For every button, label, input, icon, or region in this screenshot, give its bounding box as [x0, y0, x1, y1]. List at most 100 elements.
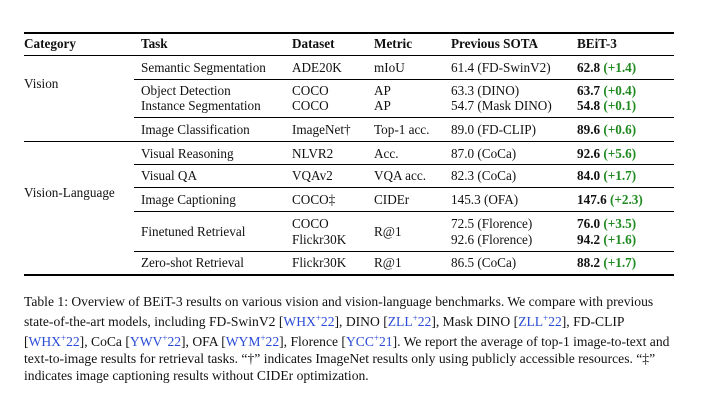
- citation-link[interactable]: WYM+22: [225, 333, 280, 350]
- beit-score: 92.6: [577, 146, 601, 161]
- citation-link[interactable]: YWV+22: [129, 333, 182, 350]
- row-rule: [134, 211, 674, 212]
- task-cell: Object Detection: [141, 83, 231, 98]
- sota-cell: 54.7 (Mask DINO): [451, 98, 552, 113]
- dataset-cell: VQAv2: [292, 168, 333, 183]
- header-previous-sota: Previous SOTA: [451, 36, 539, 51]
- caption-text: ], CoCa [: [79, 334, 130, 350]
- beit-gain: (+0.6): [603, 122, 637, 137]
- beit-gain: (+1.6): [603, 232, 637, 247]
- metric-cell: AP: [374, 83, 391, 98]
- caption-text: ], Mask DINO [: [431, 314, 519, 330]
- row-rule: [134, 164, 674, 165]
- beit-score: 62.8: [577, 60, 601, 75]
- header-metric: Metric: [374, 36, 413, 51]
- beit-gain: (+1.7): [603, 255, 637, 270]
- beit-gain: (+0.1): [603, 98, 637, 113]
- metric-cell: mIoU: [374, 60, 405, 75]
- beit-score: 54.8: [577, 98, 601, 113]
- dataset-cell: Flickr30K: [292, 232, 347, 247]
- metric-cell: R@1: [374, 255, 402, 270]
- caption-text: ], Florence [: [279, 334, 346, 350]
- category-vision-language: Vision-Language: [24, 185, 115, 200]
- sota-cell: 145.3 (OFA): [451, 192, 519, 207]
- beit-gain: (+3.5): [603, 216, 637, 231]
- beit-gain: (+2.3): [609, 192, 643, 207]
- citation-link[interactable]: WHX+22: [28, 333, 80, 350]
- section-rule: [24, 141, 674, 142]
- header-beit3: BEiT-3: [577, 36, 617, 51]
- dataset-cell: ImageNet†: [292, 122, 351, 137]
- metric-cell: Acc.: [374, 146, 399, 161]
- metric-cell: Top-1 acc.: [374, 122, 430, 137]
- metric-cell: R@1: [374, 224, 402, 239]
- metric-cell: VQA acc.: [374, 168, 426, 183]
- beit-cell: 54.8 (+0.1): [577, 99, 636, 113]
- dataset-cell: ADE20K: [292, 60, 342, 75]
- task-cell: Image Captioning: [141, 192, 236, 207]
- metric-cell: AP: [374, 98, 391, 113]
- task-cell: Semantic Segmentation: [141, 60, 266, 75]
- beit-gain: (+1.4): [603, 60, 637, 75]
- beit-cell: 147.6 (+2.3): [577, 193, 643, 207]
- top-rule: [24, 32, 674, 34]
- beit-cell: 89.6 (+0.6): [577, 123, 636, 137]
- task-cell: Visual Reasoning: [141, 146, 234, 161]
- beit-cell: 88.2 (+1.7): [577, 256, 636, 270]
- row-rule: [134, 79, 674, 80]
- beit-score: 94.2: [577, 232, 601, 247]
- task-cell: Visual QA: [141, 168, 197, 183]
- dataset-cell: COCO: [292, 83, 329, 98]
- sota-cell: 89.0 (FD-CLIP): [451, 122, 536, 137]
- beit-score: 63.7: [577, 83, 601, 98]
- beit-score: 88.2: [577, 255, 601, 270]
- sota-cell: 82.3 (CoCa): [451, 168, 517, 183]
- sota-cell: 86.5 (CoCa): [451, 255, 517, 270]
- beit-cell: 63.7 (+0.4): [577, 84, 636, 98]
- metric-cell: CIDEr: [374, 192, 410, 207]
- sota-cell: 72.5 (Florence): [451, 216, 533, 231]
- category-vision: Vision: [24, 76, 59, 91]
- row-rule: [134, 251, 674, 252]
- bottom-rule: [24, 274, 674, 276]
- task-cell: Finetuned Retrieval: [141, 224, 246, 239]
- header-task: Task: [141, 36, 168, 51]
- header-rule: [24, 55, 674, 56]
- beit-gain: (+5.6): [603, 146, 637, 161]
- caption-text: Table 1: Overview of BEiT-3 results on v…: [24, 294, 654, 330]
- beit-cell: 84.0 (+1.7): [577, 169, 636, 183]
- header-category: Category: [24, 36, 76, 51]
- beit-score: 147.6: [577, 192, 607, 207]
- row-rule: [134, 187, 674, 188]
- beit-cell: 94.2 (+1.6): [577, 233, 636, 247]
- citation-link[interactable]: ZLL+22: [518, 313, 562, 330]
- beit-gain: (+0.4): [603, 83, 637, 98]
- caption-text: ], OFA [: [181, 334, 226, 350]
- sota-cell: 63.3 (DINO): [451, 83, 520, 98]
- beit-score: 76.0: [577, 216, 601, 231]
- dataset-cell: COCO‡: [292, 192, 336, 207]
- row-rule: [134, 117, 674, 118]
- task-cell: Instance Segmentation: [141, 98, 261, 113]
- citation-link[interactable]: WHX+22: [283, 313, 335, 330]
- dataset-cell: NLVR2: [292, 146, 334, 161]
- sota-cell: 61.4 (FD-SwinV2): [451, 60, 551, 75]
- dataset-cell: COCO: [292, 98, 329, 113]
- caption-text: ], DINO [: [334, 314, 388, 330]
- task-cell: Image Classification: [141, 122, 250, 137]
- sota-cell: 87.0 (CoCa): [451, 146, 517, 161]
- citation-link[interactable]: ZLL+22: [387, 313, 432, 330]
- beit-cell: 76.0 (+3.5): [577, 217, 636, 231]
- beit-cell: 92.6 (+5.6): [577, 147, 636, 161]
- beit-score: 84.0: [577, 168, 601, 183]
- beit-score: 89.6: [577, 122, 601, 137]
- dataset-cell: Flickr30K: [292, 255, 347, 270]
- task-cell: Zero-shot Retrieval: [141, 255, 244, 270]
- caption-text: ]. We report the average of top-1 image-…: [24, 334, 670, 384]
- sota-cell: 92.6 (Florence): [451, 232, 533, 247]
- header-dataset: Dataset: [292, 36, 335, 51]
- beit-cell: 62.8 (+1.4): [577, 61, 636, 75]
- citation-link[interactable]: YCC+21: [345, 333, 393, 350]
- beit-gain: (+1.7): [603, 168, 637, 183]
- caption-text: ], FD-CLIP [: [24, 314, 624, 350]
